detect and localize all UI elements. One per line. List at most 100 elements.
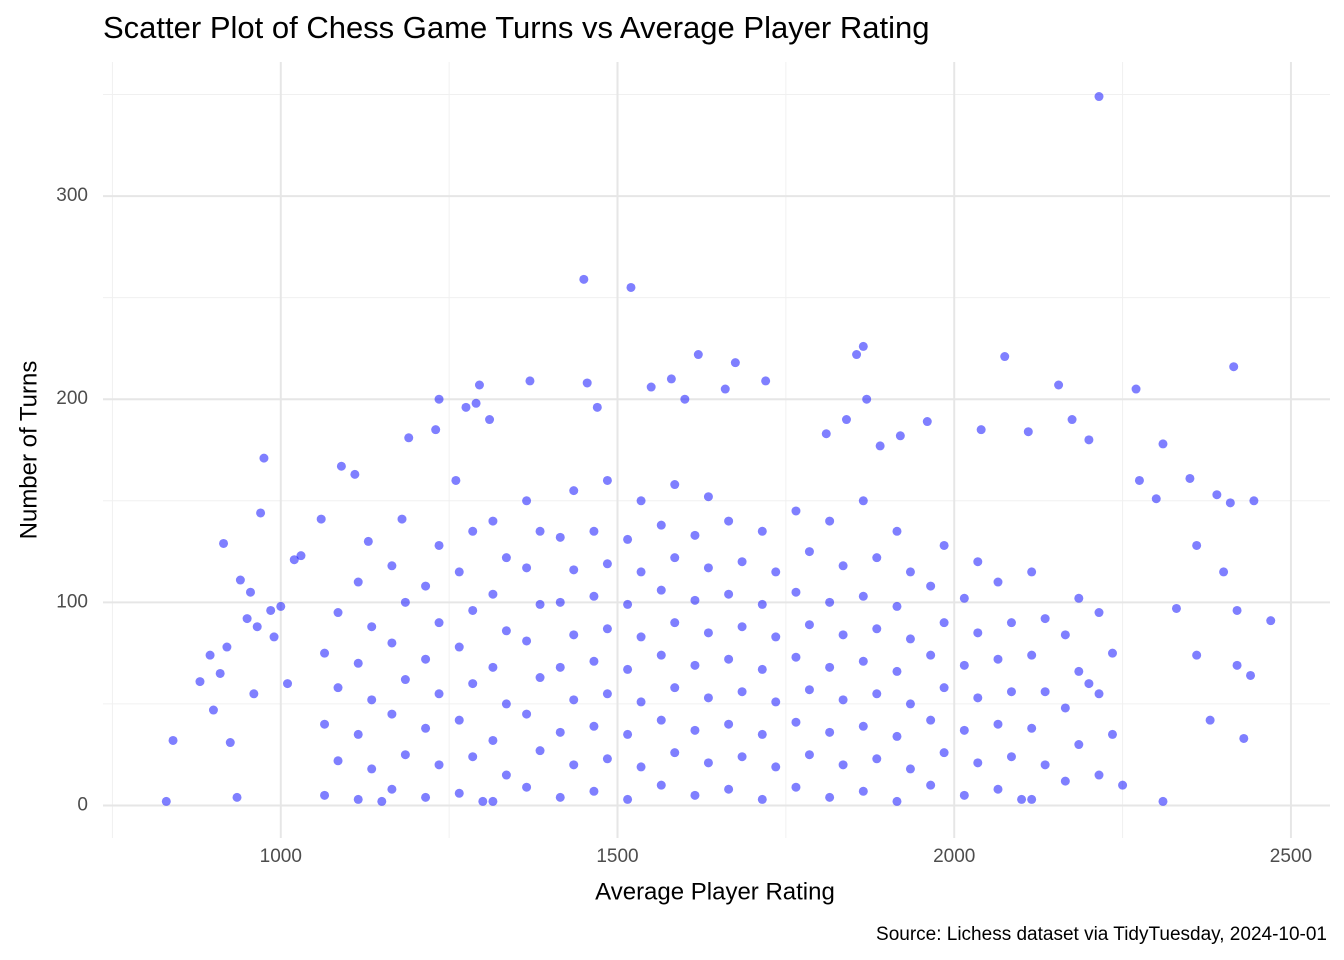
point	[771, 632, 781, 642]
point	[646, 382, 656, 392]
point	[1027, 794, 1037, 804]
point	[535, 673, 545, 683]
point	[1040, 687, 1050, 697]
point	[1074, 666, 1084, 676]
point	[757, 794, 767, 804]
point	[730, 358, 740, 368]
point	[276, 601, 286, 611]
point	[973, 628, 983, 638]
point	[973, 557, 983, 567]
point	[895, 431, 905, 441]
point	[959, 593, 969, 603]
point	[569, 695, 579, 705]
point	[161, 796, 171, 806]
point	[569, 760, 579, 770]
point	[582, 378, 592, 388]
point	[501, 626, 511, 636]
point	[1084, 679, 1094, 689]
point	[579, 274, 589, 284]
point	[1118, 780, 1128, 790]
point	[501, 699, 511, 709]
grid	[103, 62, 1330, 838]
point	[1225, 498, 1235, 508]
point	[973, 758, 983, 768]
point	[252, 622, 262, 632]
point	[976, 425, 986, 435]
point	[959, 725, 969, 735]
point	[703, 758, 713, 768]
point	[1094, 689, 1104, 699]
point	[474, 380, 484, 390]
point	[353, 577, 363, 587]
point	[858, 341, 868, 351]
point	[320, 648, 330, 658]
point	[400, 750, 410, 760]
point	[922, 417, 932, 427]
point	[926, 715, 936, 725]
point	[737, 752, 747, 762]
point	[421, 581, 431, 591]
point	[858, 496, 868, 506]
point	[939, 748, 949, 758]
point	[905, 764, 915, 774]
point	[1249, 496, 1259, 506]
points	[161, 92, 1276, 806]
point	[737, 687, 747, 697]
point	[670, 748, 680, 758]
point	[757, 729, 767, 739]
point	[555, 662, 565, 672]
point	[993, 784, 1003, 794]
point	[454, 642, 464, 652]
point	[471, 398, 481, 408]
point	[353, 658, 363, 668]
point	[1060, 703, 1070, 713]
point	[377, 796, 387, 806]
point	[690, 790, 700, 800]
point	[485, 415, 495, 425]
point	[791, 782, 801, 792]
point	[501, 553, 511, 563]
point	[1131, 384, 1141, 394]
point	[468, 679, 478, 689]
point	[959, 790, 969, 800]
point	[737, 622, 747, 632]
point	[232, 792, 242, 802]
y-tick-label: 100	[56, 591, 88, 612]
point	[1266, 616, 1276, 626]
point	[478, 796, 488, 806]
point	[454, 567, 464, 577]
point	[690, 530, 700, 540]
point	[242, 614, 252, 624]
point	[353, 794, 363, 804]
point	[1074, 593, 1084, 603]
point	[387, 638, 397, 648]
point	[1027, 567, 1037, 577]
y-tick-label: 0	[77, 795, 88, 816]
point	[623, 664, 633, 674]
point	[858, 786, 868, 796]
point	[333, 608, 343, 618]
point	[623, 599, 633, 609]
point	[825, 516, 835, 526]
point	[623, 534, 633, 544]
point	[791, 506, 801, 516]
point	[1040, 760, 1050, 770]
point	[1094, 770, 1104, 780]
point	[1246, 670, 1256, 680]
point	[1094, 608, 1104, 618]
point	[858, 591, 868, 601]
point	[1219, 567, 1229, 577]
point	[555, 597, 565, 607]
point	[367, 622, 377, 632]
point	[434, 689, 444, 699]
point	[670, 480, 680, 490]
point	[1027, 723, 1037, 733]
point	[522, 563, 532, 573]
point	[266, 605, 276, 615]
point	[825, 727, 835, 737]
point	[926, 650, 936, 660]
point	[569, 565, 579, 575]
point	[589, 591, 599, 601]
